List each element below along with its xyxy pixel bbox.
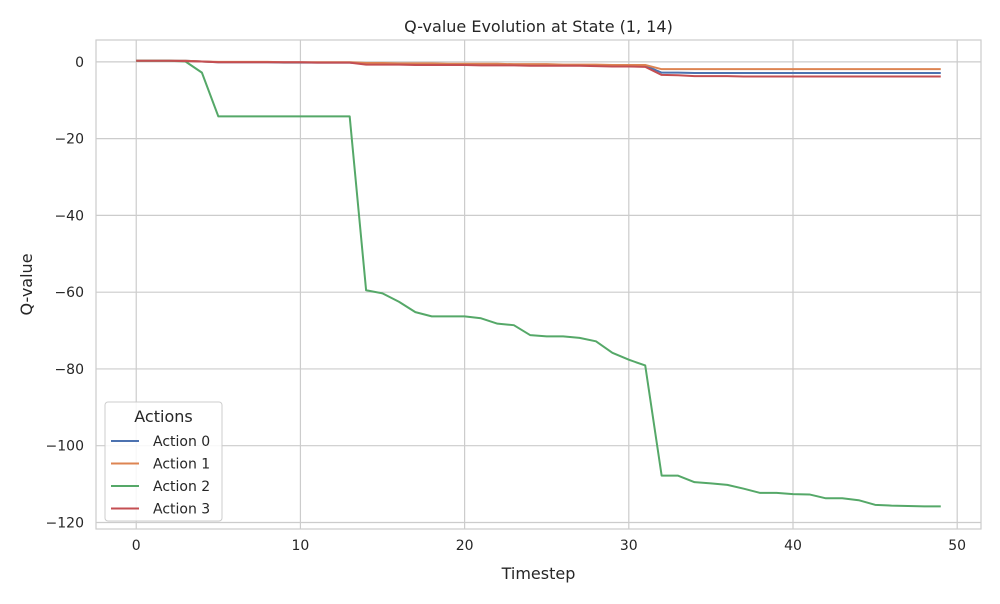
chart-title: Q-value Evolution at State (1, 14) <box>404 17 673 36</box>
y-tick-label: −20 <box>54 132 84 148</box>
legend-item-label: Action 3 <box>153 502 210 518</box>
y-axis-label: Q-value <box>17 253 36 315</box>
x-tick-label: 40 <box>784 538 802 554</box>
x-tick-label: 10 <box>292 538 310 554</box>
y-tick-label: −40 <box>54 208 84 224</box>
y-tick-label: −100 <box>46 439 84 455</box>
x-tick-label: 20 <box>456 538 474 554</box>
legend-item-label: Action 1 <box>153 457 210 473</box>
plot-area <box>96 40 981 529</box>
y-tick-label: −120 <box>46 515 84 531</box>
y-tick-label: −80 <box>54 362 84 378</box>
y-tick-label: −60 <box>54 285 84 301</box>
x-axis-label: Timestep <box>501 564 576 583</box>
legend: Actions Action 0 Action 1 Action 2 Action 3 <box>105 402 222 521</box>
legend-title: Actions <box>134 407 192 426</box>
x-tick-label: 0 <box>132 538 141 554</box>
x-tick-label: 30 <box>620 538 638 554</box>
y-tick-label: 0 <box>75 55 84 71</box>
legend-item-label: Action 0 <box>153 434 210 450</box>
legend-item-label: Action 2 <box>153 479 210 495</box>
x-tick-label: 50 <box>948 538 966 554</box>
